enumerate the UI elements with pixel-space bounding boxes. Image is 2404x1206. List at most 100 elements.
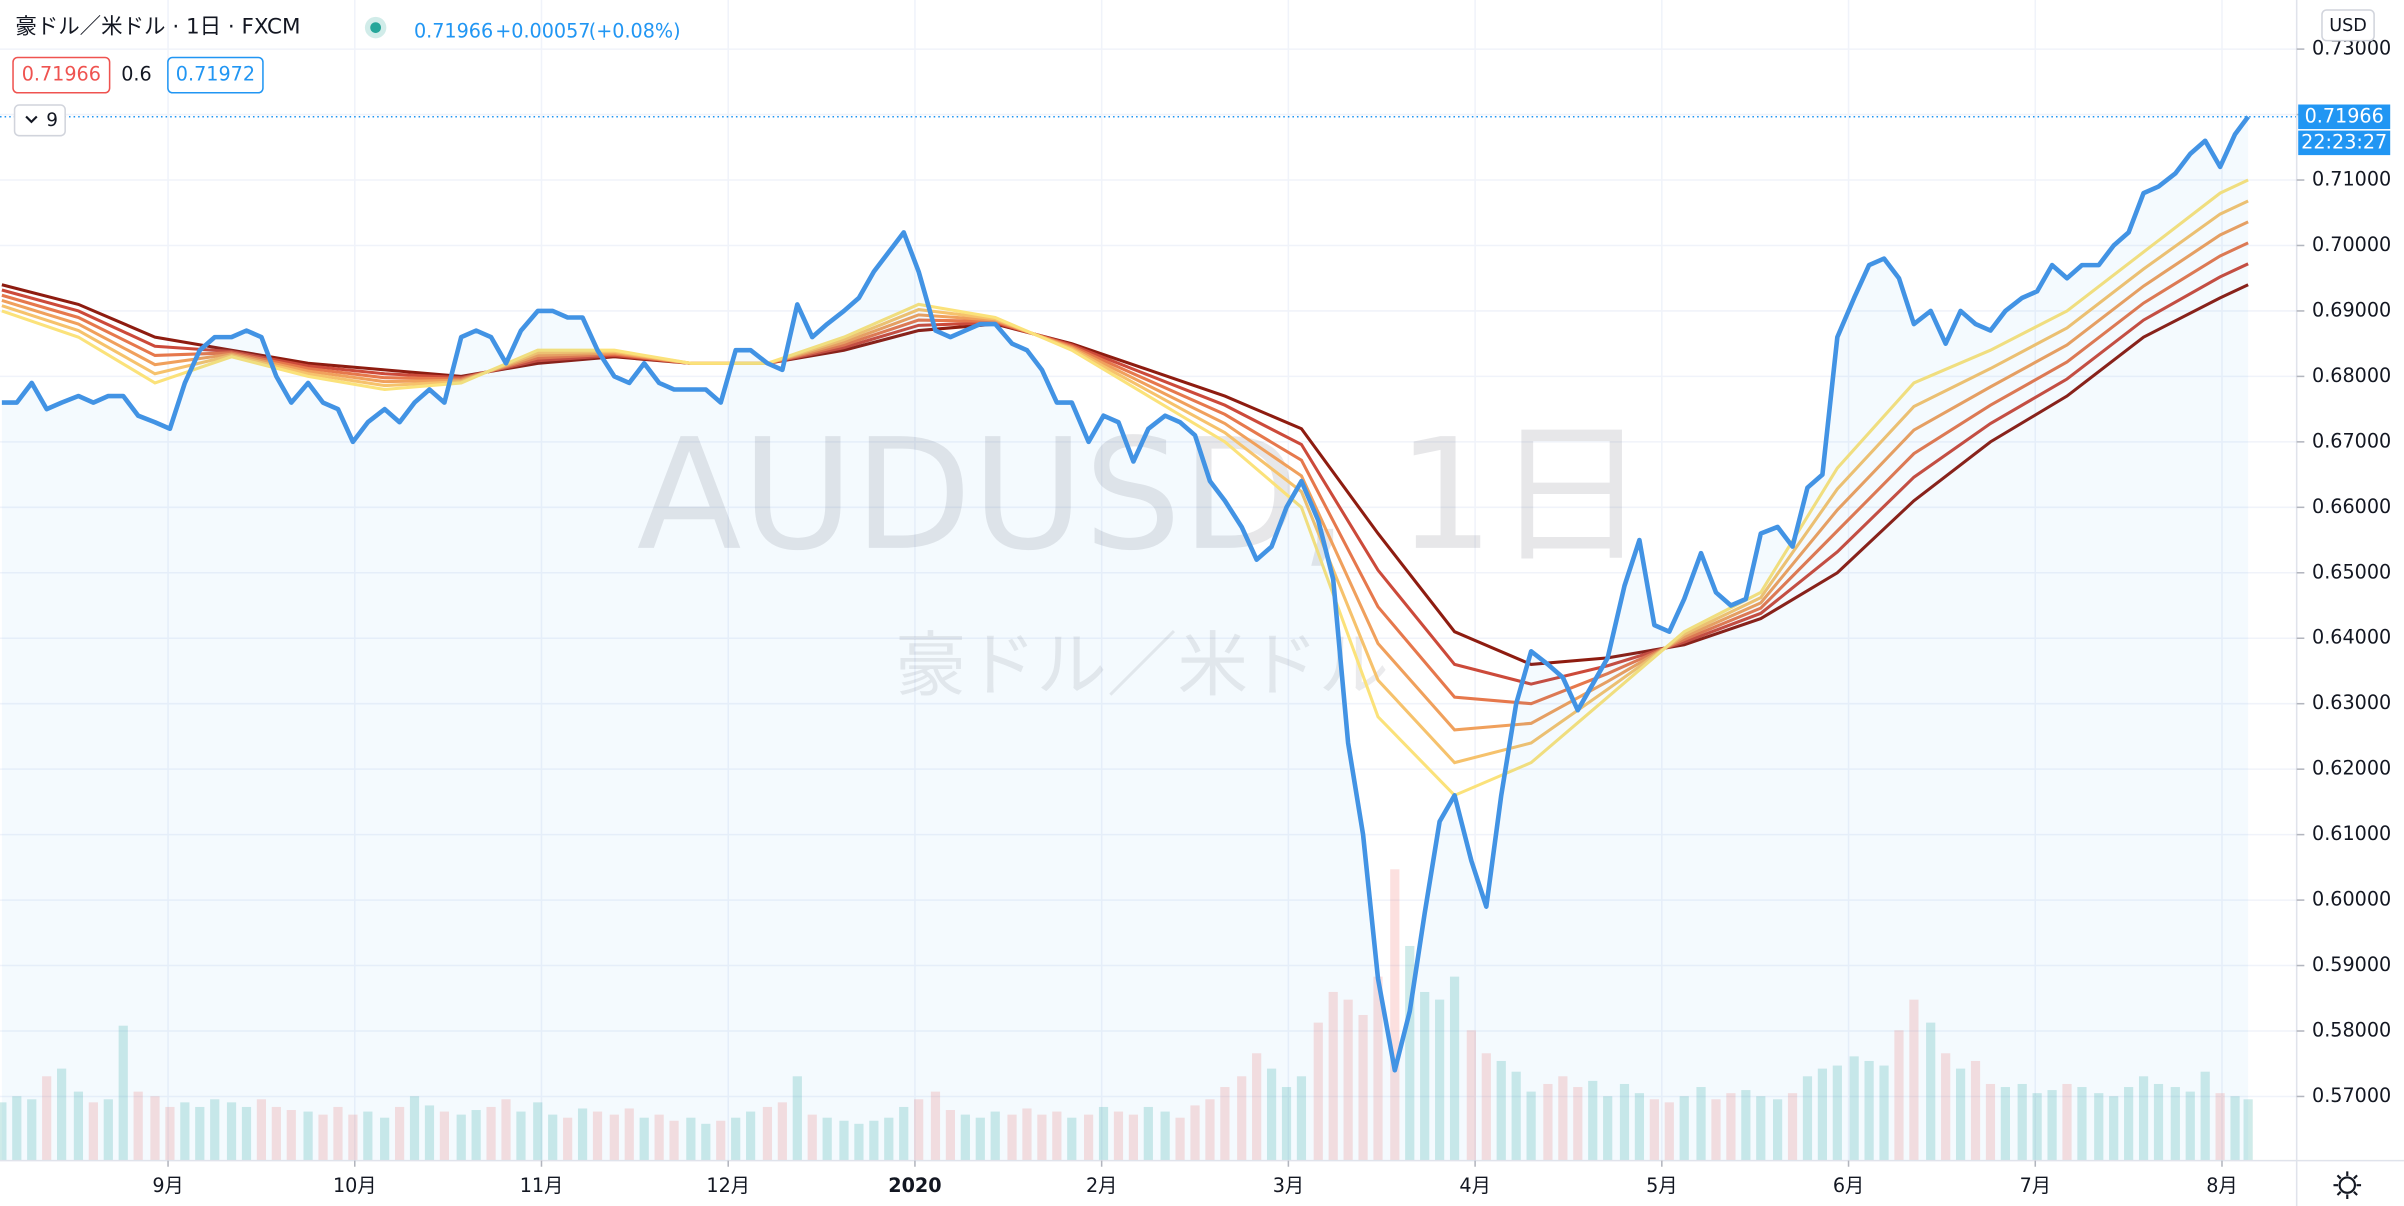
volume-bar (439, 1111, 449, 1161)
volume-bar (2094, 1093, 2104, 1161)
volume-bar (1067, 1117, 1077, 1161)
volume-bar (380, 1117, 390, 1161)
volume-bar (286, 1110, 296, 1161)
volume-bar (1466, 1030, 1476, 1161)
x-tick-label: 6月 (1833, 1174, 1864, 1197)
last-price-tag (2298, 104, 2391, 130)
last-price-label: 0.71966 (2305, 104, 2384, 127)
volume-bar (1696, 1087, 1706, 1161)
chevron (25, 115, 38, 124)
countdown-tag (2298, 130, 2391, 156)
volume-bar (899, 1106, 909, 1161)
volume-bar (516, 1111, 526, 1161)
y-tick-label: 0.66000 (2312, 495, 2391, 518)
y-tick-label: 0.59000 (2312, 953, 2391, 976)
volume-bar (822, 1117, 832, 1161)
volume-bar (12, 1096, 22, 1161)
volume-bar (333, 1106, 343, 1161)
volume-bar (1926, 1022, 1936, 1161)
y-tick-label: 0.61000 (2312, 822, 2391, 845)
volume-bar (1970, 1060, 1981, 1161)
volume-bar (1266, 1068, 1277, 1161)
volume-bar (118, 1025, 128, 1161)
volume-bar (1879, 1065, 1889, 1161)
volume-bar (486, 1106, 496, 1161)
x-tick-label: 11月 (520, 1174, 564, 1197)
volume-bar (945, 1110, 956, 1161)
y-tick-label: 0.68000 (2312, 364, 2391, 387)
volume-bar (1128, 1114, 1139, 1161)
volume-bar (990, 1111, 1000, 1161)
volume-bar (1220, 1087, 1230, 1161)
volume-bar (226, 1102, 237, 1161)
volume-bar (133, 1091, 143, 1161)
volume-bar (930, 1091, 941, 1161)
price-line (1, 115, 2250, 1073)
volume-bar (1007, 1114, 1017, 1161)
volume-bar (701, 1123, 711, 1161)
volume-bar (2062, 1083, 2072, 1161)
volume-bar (1098, 1106, 1109, 1161)
gear (2338, 1176, 2357, 1194)
indicator-toggle[interactable] (13, 104, 66, 137)
y-tick-label: 0.67000 (2312, 429, 2391, 452)
settings-icon[interactable] (2333, 1171, 2362, 1199)
volume-bar (716, 1120, 726, 1161)
volume-bar (1052, 1111, 1062, 1161)
volume-bar (303, 1111, 313, 1161)
volume-bar (2047, 1090, 2057, 1161)
volume-bar (73, 1091, 84, 1161)
volume-bar (731, 1117, 741, 1161)
volume-bar (27, 1099, 37, 1161)
volume-bar (1741, 1090, 1751, 1161)
volume-bar (1787, 1093, 1798, 1161)
volume-bar (1849, 1056, 1859, 1161)
volume-bar (1511, 1071, 1521, 1161)
volume-bar (609, 1114, 619, 1161)
ask-box[interactable] (167, 56, 264, 94)
currency-box[interactable] (2321, 9, 2375, 42)
grid (0, 0, 2297, 1161)
volume-bar (975, 1117, 985, 1161)
volume-bar (1941, 1053, 1951, 1161)
volume-bar (1832, 1065, 1842, 1161)
volume-bar (165, 1106, 175, 1161)
y-tick-label: 0.73000 (2312, 37, 2391, 60)
volume-bar (1083, 1114, 1094, 1161)
volume-bar (1343, 999, 1353, 1161)
ribbon (1, 178, 2249, 798)
price-area (1, 116, 2249, 1161)
volume-bar (746, 1111, 756, 1161)
currency: USD (2329, 16, 2367, 36)
volume-bar (195, 1106, 205, 1161)
volume-bar (762, 1106, 773, 1161)
x-tick-label: 7月 (2020, 1174, 2051, 1197)
volume-bar (563, 1117, 573, 1161)
volume-bar (1756, 1096, 1766, 1161)
bid-box[interactable] (12, 56, 111, 94)
volume-bar (2077, 1087, 2087, 1161)
y-tick-label: 0.57000 (2312, 1084, 2391, 1107)
volume-bar (1588, 1080, 1598, 1161)
volume-bar (1619, 1083, 1630, 1161)
ma-line (1, 241, 2249, 706)
volume-bar (624, 1108, 634, 1161)
volume-bar (1526, 1091, 1536, 1161)
volume-bar (914, 1099, 924, 1161)
volume-bar (471, 1110, 481, 1161)
volume-bar (1573, 1087, 1583, 1161)
volume-bar (1296, 1076, 1307, 1161)
volume-bar (1496, 1060, 1506, 1161)
volume-bar (318, 1114, 328, 1161)
volume-bar (854, 1123, 864, 1161)
volume-bar (363, 1111, 373, 1161)
volume-bar (1864, 1060, 1874, 1161)
volume-bar (777, 1102, 787, 1161)
volume (0, 869, 2253, 1161)
x-tick-label: 4月 (1459, 1174, 1490, 1197)
axes: 0.57000 0.58000 0.59000 0.60000 0.61000 0.620… (152, 37, 2391, 1198)
volume-bar (348, 1114, 358, 1161)
volume-bar (2230, 1096, 2240, 1161)
volume-bar (1160, 1111, 1170, 1161)
